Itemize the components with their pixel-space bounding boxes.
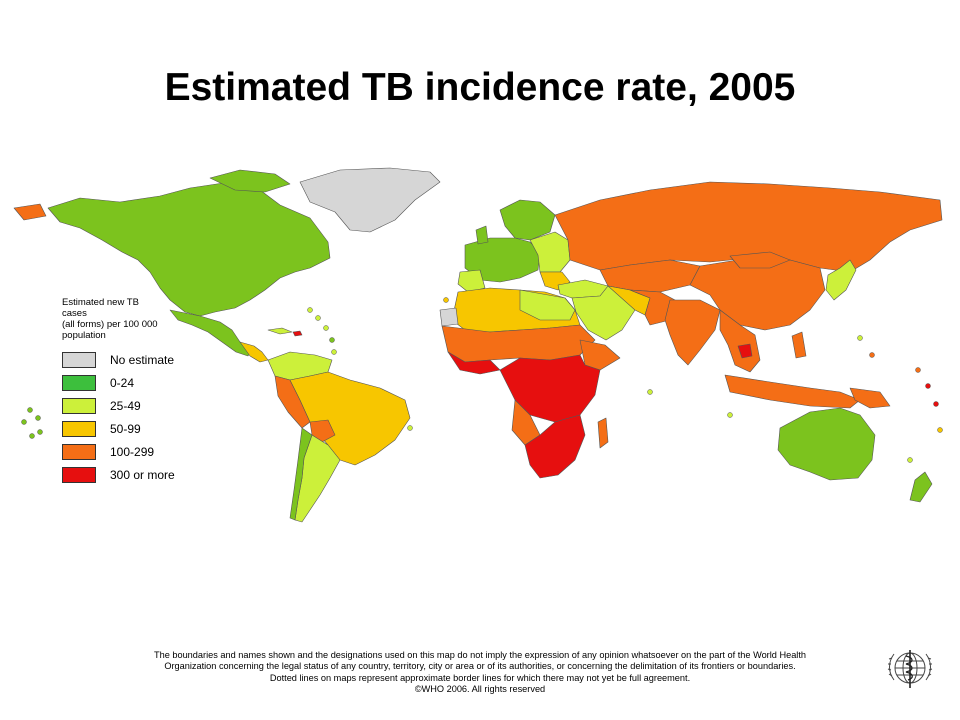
southern-africa-region <box>524 414 586 479</box>
chile-region <box>289 427 313 521</box>
uk-region <box>475 225 489 245</box>
philippines-region <box>791 331 807 359</box>
legend-item: 0-24 <box>62 371 262 394</box>
legend-label: 100-299 <box>110 444 155 459</box>
legend-items: No estimate 0-24 25-49 50-99 100-299 300 or m… <box>62 348 262 486</box>
legend-item: 100-299 <box>62 440 262 463</box>
bolivia-region <box>309 419 336 443</box>
map-legend: Estimated new TB cases (all forms) per 1… <box>62 297 262 486</box>
cambodia-region <box>737 343 753 359</box>
western-sahara-region <box>439 307 459 327</box>
horn-of-africa-region <box>579 339 621 371</box>
north-america-region <box>47 181 331 317</box>
legend-swatch <box>62 374 96 391</box>
australia-region <box>777 407 876 481</box>
legend-swatch <box>62 420 96 437</box>
mexico-region <box>169 309 253 357</box>
middle-east-region <box>571 285 636 341</box>
world-map <box>13 167 943 523</box>
footer-line-1: The boundaries and names shown and the d… <box>153 650 807 660</box>
legend-item: 25-49 <box>62 394 262 417</box>
island-markers <box>21 297 943 463</box>
footer-line-3: Dotted lines on maps represent approxima… <box>269 672 691 683</box>
footer-disclaimer: The boundaries and names shown and the d… <box>60 650 900 695</box>
alaska-west-region <box>13 203 47 221</box>
greenland-region <box>299 167 441 233</box>
india-region <box>664 299 721 366</box>
legend-label: 50-99 <box>110 421 141 436</box>
new-guinea-region <box>849 387 891 409</box>
legend-swatch <box>62 443 96 460</box>
legend-item: 300 or more <box>62 463 262 486</box>
madagascar-region <box>597 417 609 449</box>
legend-item: No estimate <box>62 348 262 371</box>
legend-swatch <box>62 466 96 483</box>
arctic-islands-region <box>209 169 291 193</box>
legend-label: 0-24 <box>110 375 135 390</box>
iberia-region <box>457 269 486 293</box>
caribbean-region <box>267 327 293 335</box>
indonesia-region <box>724 374 861 409</box>
afghanistan-pakistan-region <box>629 289 676 326</box>
egypt-libya-region <box>519 289 576 321</box>
legend-label: 25-49 <box>110 398 141 413</box>
legend-item: 50-99 <box>62 417 262 440</box>
haiti-region <box>292 330 303 337</box>
korea-japan-region <box>825 259 857 301</box>
new-zealand-region <box>909 471 933 503</box>
who-emblem-icon <box>887 650 933 688</box>
footer-copyright: ©WHO 2006. All rights reserved <box>414 683 546 694</box>
legend-swatch <box>62 351 96 368</box>
legend-label: No estimate <box>110 352 175 367</box>
map-title: Estimated TB incidence rate, 2005 <box>164 66 796 109</box>
scandinavia-region <box>499 199 556 241</box>
eastern-europe-region <box>529 231 571 273</box>
legend-swatch <box>62 397 96 414</box>
legend-title: Estimated new TB cases (all forms) per 1… <box>62 297 158 341</box>
footer-line-2: Organization concerning the legal status… <box>164 661 796 672</box>
legend-label: 300 or more <box>110 467 175 482</box>
mongolia-region <box>729 251 791 269</box>
